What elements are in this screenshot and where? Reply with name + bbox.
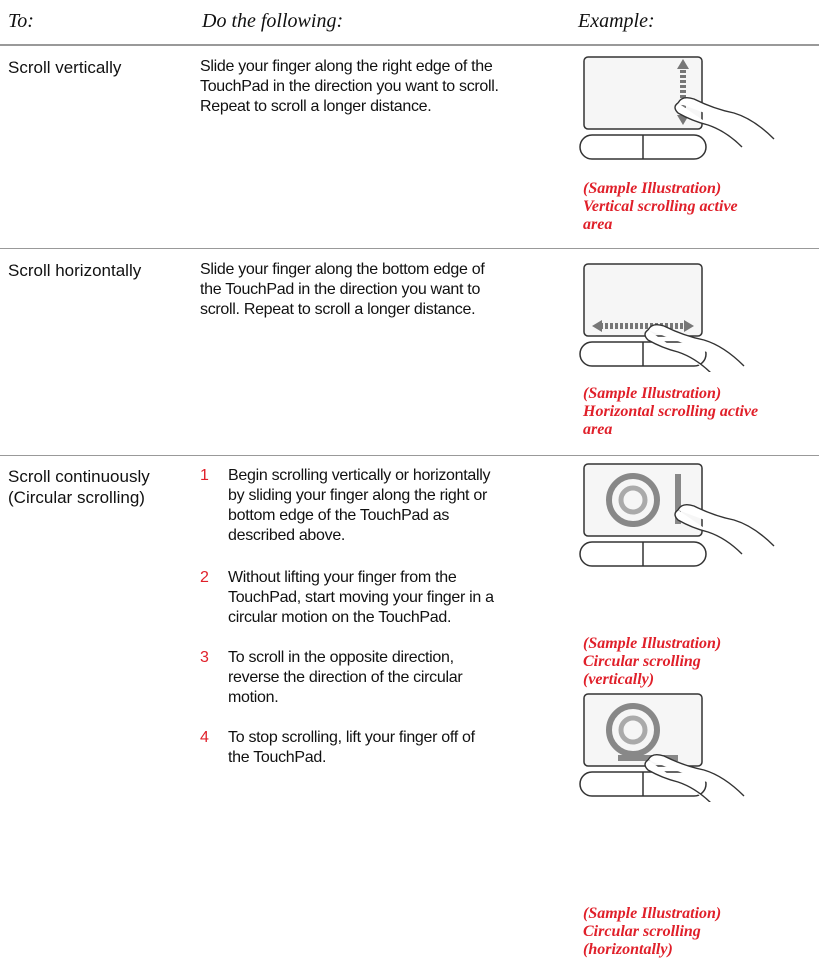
step-line: circular motion on the TouchPad. — [228, 609, 452, 626]
caption-line: (Sample Illustration) — [583, 635, 722, 652]
step-line: by sliding your finger along the right o… — [228, 487, 487, 504]
column-header: Do the following: — [202, 10, 344, 32]
step-line: Begin scrolling vertically or horizontal… — [228, 467, 491, 484]
column-header: To: — [8, 10, 34, 32]
row-rule — [0, 248, 819, 249]
caption-line: area — [583, 216, 613, 233]
description-line: TouchPad in the direction you want to sc… — [200, 78, 499, 95]
touchpad-illustration — [579, 463, 775, 567]
step-number: 4 — [200, 729, 209, 746]
step-number: 1 — [200, 467, 209, 484]
step-line: described above. — [228, 527, 346, 544]
touchpad-illustration — [579, 693, 745, 802]
description-line: scroll. Repeat to scroll a longer distan… — [200, 301, 476, 318]
caption-line: (horizontally) — [583, 941, 673, 958]
action-label: Scroll vertically — [8, 58, 122, 77]
action-label: Scroll continuously — [8, 467, 150, 486]
caption-line: (vertically) — [583, 671, 655, 688]
step-line: To scroll in the opposite direction, — [228, 649, 454, 666]
description-line: Slide your finger along the bottom edge … — [200, 261, 485, 278]
touchpad-illustration — [579, 56, 775, 160]
caption-line: (Sample Illustration) — [583, 180, 722, 197]
caption-line: Circular scrolling — [583, 923, 701, 940]
step-number: 2 — [200, 569, 209, 586]
action-label: Scroll horizontally — [8, 261, 142, 280]
caption-line: Horizontal scrolling active — [583, 403, 759, 420]
step-line: bottom edge of the TouchPad as — [228, 507, 450, 524]
column-header: Example: — [578, 10, 655, 32]
touchpad-illustration — [579, 263, 745, 372]
description-line: Slide your finger along the right edge o… — [200, 58, 493, 75]
step-line: reverse the direction of the circular — [228, 669, 463, 686]
step-line: Without lifting your finger from the — [228, 569, 457, 586]
caption-line: Circular scrolling — [583, 653, 701, 670]
row-rule — [0, 455, 819, 456]
caption-line: (Sample Illustration) — [583, 905, 722, 922]
step-number: 3 — [200, 649, 209, 666]
caption-line: area — [583, 421, 613, 438]
step-line: motion. — [228, 689, 279, 706]
header-rule — [0, 44, 819, 46]
step-line: TouchPad, start moving your finger in a — [228, 589, 494, 606]
step-line: the TouchPad. — [228, 749, 327, 766]
description-line: Repeat to scroll a longer distance. — [200, 98, 432, 115]
description-line: the TouchPad in the direction you want t… — [200, 281, 481, 298]
step-line: To stop scrolling, lift your finger off … — [228, 729, 475, 746]
caption-line: (Sample Illustration) — [583, 385, 722, 402]
caption-line: Vertical scrolling active — [583, 198, 738, 215]
action-label: (Circular scrolling) — [8, 488, 145, 507]
